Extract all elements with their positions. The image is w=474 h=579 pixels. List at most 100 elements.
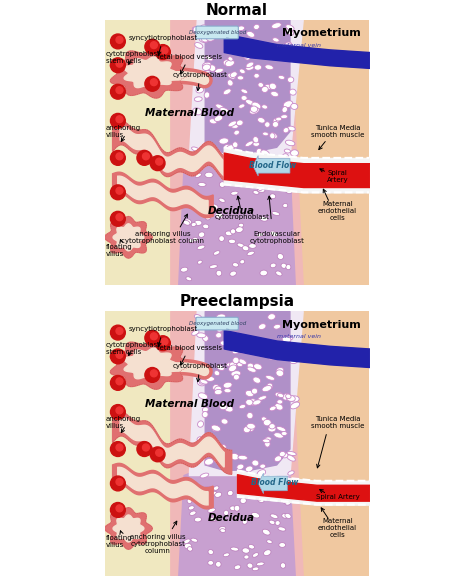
Ellipse shape [281, 263, 287, 268]
Circle shape [110, 85, 125, 99]
Ellipse shape [181, 267, 188, 272]
Ellipse shape [285, 501, 291, 505]
Ellipse shape [233, 49, 242, 53]
Ellipse shape [275, 404, 283, 410]
Ellipse shape [233, 357, 239, 364]
Ellipse shape [268, 314, 275, 320]
Ellipse shape [193, 27, 199, 33]
Ellipse shape [209, 65, 216, 71]
Text: anchoring villus
cytotrophoblast
column: anchoring villus cytotrophoblast column [130, 534, 185, 554]
Ellipse shape [228, 239, 236, 244]
Ellipse shape [240, 260, 245, 264]
Ellipse shape [246, 31, 255, 38]
Ellipse shape [285, 42, 292, 48]
Ellipse shape [242, 519, 247, 524]
Ellipse shape [273, 122, 279, 127]
Ellipse shape [194, 517, 201, 522]
Ellipse shape [228, 490, 233, 496]
FancyBboxPatch shape [196, 26, 238, 39]
Ellipse shape [237, 362, 243, 367]
Polygon shape [118, 467, 208, 505]
Ellipse shape [223, 553, 229, 557]
Ellipse shape [286, 25, 294, 30]
Ellipse shape [287, 452, 296, 456]
Ellipse shape [209, 119, 217, 124]
Ellipse shape [258, 395, 267, 400]
Ellipse shape [257, 118, 265, 123]
Ellipse shape [216, 104, 224, 109]
Ellipse shape [253, 137, 259, 143]
Ellipse shape [224, 317, 230, 324]
Ellipse shape [282, 336, 291, 343]
Ellipse shape [205, 439, 213, 444]
Text: fetal blood vessels: fetal blood vessels [157, 54, 222, 74]
Ellipse shape [223, 89, 231, 95]
Ellipse shape [222, 30, 232, 35]
Ellipse shape [230, 229, 236, 234]
Ellipse shape [291, 402, 300, 409]
Circle shape [143, 153, 149, 160]
Text: cytotrophoblast: cytotrophoblast [173, 364, 228, 382]
Ellipse shape [258, 324, 266, 329]
Ellipse shape [219, 445, 226, 450]
Ellipse shape [238, 455, 247, 460]
Ellipse shape [230, 547, 239, 551]
Ellipse shape [223, 382, 232, 388]
Circle shape [116, 214, 123, 221]
Ellipse shape [285, 29, 293, 35]
Ellipse shape [219, 236, 224, 241]
Ellipse shape [228, 365, 237, 372]
Ellipse shape [253, 377, 261, 383]
Ellipse shape [237, 120, 243, 126]
Ellipse shape [224, 44, 229, 50]
Ellipse shape [243, 43, 251, 49]
Circle shape [145, 368, 160, 382]
Ellipse shape [241, 43, 249, 48]
Ellipse shape [269, 354, 275, 360]
Ellipse shape [264, 485, 271, 490]
Ellipse shape [283, 101, 293, 108]
Ellipse shape [228, 73, 236, 79]
Polygon shape [205, 312, 290, 470]
Ellipse shape [227, 80, 233, 86]
Ellipse shape [216, 320, 223, 327]
Ellipse shape [214, 115, 223, 122]
Ellipse shape [217, 327, 223, 332]
Polygon shape [118, 176, 208, 214]
Ellipse shape [252, 102, 261, 109]
Ellipse shape [233, 263, 238, 267]
Circle shape [145, 39, 160, 54]
Ellipse shape [257, 48, 265, 53]
Ellipse shape [277, 393, 284, 398]
Ellipse shape [281, 115, 288, 119]
Ellipse shape [282, 107, 288, 113]
Text: Blood Flow: Blood Flow [249, 160, 296, 170]
Polygon shape [113, 121, 232, 183]
Ellipse shape [259, 159, 267, 163]
Circle shape [156, 158, 163, 165]
Ellipse shape [214, 449, 222, 453]
FancyBboxPatch shape [196, 317, 238, 330]
Ellipse shape [264, 122, 270, 127]
Ellipse shape [189, 239, 195, 243]
Ellipse shape [208, 560, 213, 565]
Ellipse shape [205, 215, 210, 220]
Text: anchoring villus
cytotrophoblast column: anchoring villus cytotrophoblast column [121, 231, 204, 244]
Ellipse shape [244, 555, 249, 559]
Ellipse shape [195, 77, 202, 82]
Ellipse shape [265, 375, 275, 380]
Ellipse shape [242, 245, 249, 251]
Ellipse shape [270, 194, 276, 199]
Ellipse shape [191, 538, 198, 542]
Ellipse shape [191, 222, 196, 226]
Circle shape [110, 151, 125, 166]
Ellipse shape [242, 548, 249, 553]
Polygon shape [113, 515, 144, 542]
Ellipse shape [228, 57, 233, 61]
Circle shape [150, 156, 165, 171]
Ellipse shape [214, 390, 222, 395]
Ellipse shape [287, 455, 295, 461]
Ellipse shape [197, 245, 205, 250]
Ellipse shape [257, 470, 265, 477]
Ellipse shape [247, 367, 256, 372]
